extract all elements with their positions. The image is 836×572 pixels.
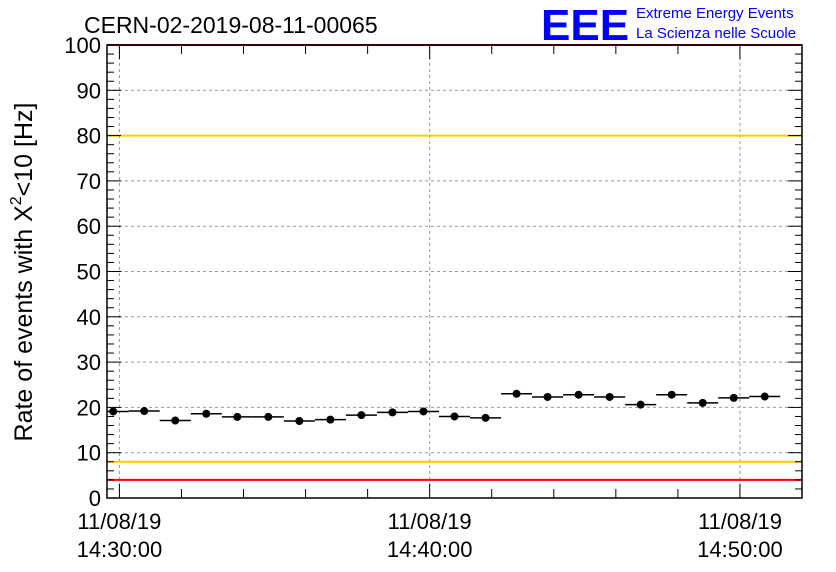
data-point [501,389,533,398]
data-point [656,390,688,399]
x-axis: 11/08/19 14:30:00 11/08/19 14:40:00 11/08/19… [77,45,803,562]
data-point-marker [574,390,583,399]
data-point-marker [326,415,335,424]
y-tick-label: 90 [77,78,101,103]
data-point [625,400,657,409]
x-tick-time-label: 14:50:00 [697,537,783,562]
data-point-marker [171,416,180,425]
data-point-marker [419,407,428,416]
data-point-marker [295,416,304,425]
y-tick-label: 50 [77,260,101,285]
y-axis-title-sup: 2 [8,196,25,205]
data-point-marker [698,398,707,407]
data-point [687,398,719,407]
y-tick-label: 80 [77,124,101,149]
x-tick-date-label: 11/08/19 [698,509,782,534]
data-point [407,407,439,416]
data-point [376,408,408,417]
data-point [107,407,129,416]
data-point-marker [233,412,242,421]
y-tick-label: 100 [64,33,101,58]
data-point [532,392,564,401]
data-point [128,407,160,416]
x-tick-time-label: 14:40:00 [387,537,473,562]
chart-title: CERN-02-2019-08-11-00065 [84,12,378,38]
data-point-marker [512,389,521,398]
data-point-marker [388,408,397,417]
y-tick-label: 20 [77,395,101,420]
y-axis-title-tail: <10 [Hz] [10,103,38,197]
eee-logo-line1: Extreme Energy Events [636,5,794,22]
eee-logo-line2: La Scienza nelle Scuole [636,25,796,42]
x-tick-time-label: 14:30:00 [77,537,163,562]
data-points [107,389,781,425]
data-point [749,392,781,401]
data-point-marker [140,407,149,416]
y-axis-title-main: Rate of events with X [10,205,38,442]
data-point-marker [202,409,211,418]
data-point [221,412,253,421]
y-tick-label: 0 [89,486,101,511]
data-point [594,392,626,401]
data-point [438,412,471,421]
x-tick-date-label: 11/08/19 [77,509,161,534]
data-point-marker [543,392,552,401]
data-point [252,412,284,421]
y-tick-label: 60 [77,214,101,239]
data-point-marker [481,413,490,422]
data-point [283,416,315,425]
y-tick-label: 30 [77,350,101,375]
data-point-marker [729,393,738,402]
data-point [718,393,750,402]
y-axis-title: Rate of events with X2<10 [Hz] [8,103,38,442]
data-point-marker [109,407,118,416]
data-point [470,413,502,422]
data-point [314,415,346,424]
data-point-marker [264,412,273,421]
data-point [159,416,191,425]
data-point-marker [667,390,676,399]
eee-logo-text: EEE [541,1,629,50]
y-tick-label: 10 [77,441,101,466]
grid-lines [107,45,802,498]
data-point-marker [605,392,614,401]
data-point-marker [357,411,366,420]
data-point-marker [450,412,459,421]
data-point-marker [760,392,769,401]
data-point [345,411,377,420]
y-axis: 0 10 20 30 40 50 60 70 80 90 100 [64,33,802,511]
x-tick-date-label: 11/08/19 [388,509,472,534]
eee-logo: EEE Extreme Energy Events La Scienza nel… [541,1,796,50]
data-point [190,409,222,418]
y-tick-label: 70 [77,169,101,194]
data-point-marker [636,400,645,409]
data-point [563,390,595,399]
y-tick-label: 40 [77,305,101,330]
